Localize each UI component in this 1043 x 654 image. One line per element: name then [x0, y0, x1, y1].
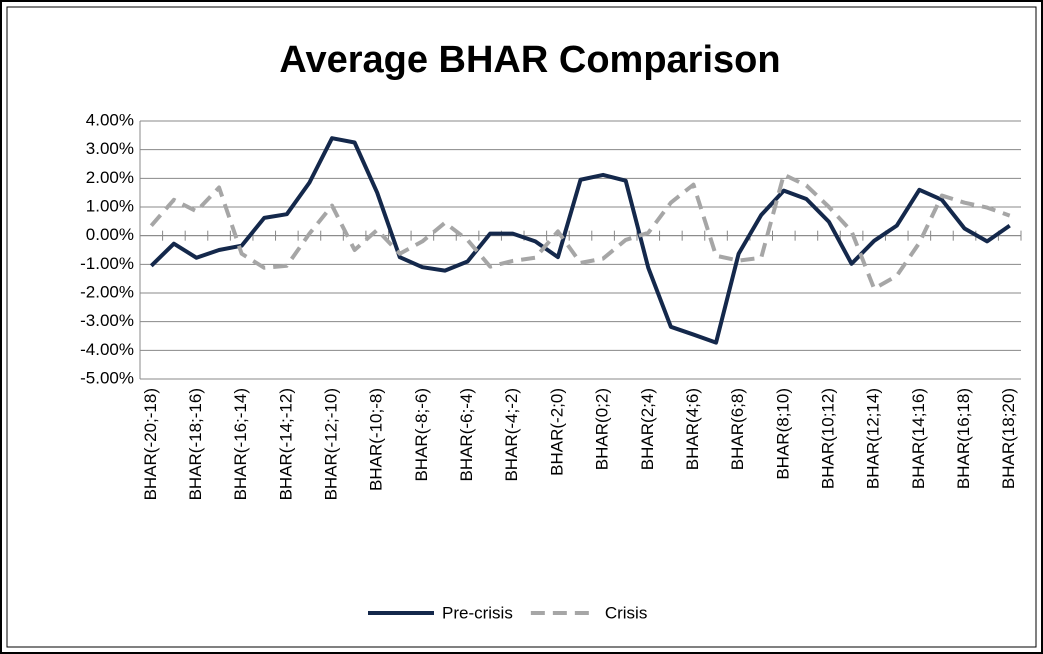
y-tick-label: 1.00%: [86, 196, 134, 215]
y-tick-label: -5.00%: [80, 368, 134, 387]
legend-label: Pre-crisis: [442, 603, 513, 622]
y-tick-label: -4.00%: [80, 340, 134, 359]
series-line: [149, 136, 1011, 345]
x-tick-label: BHAR(4;6): [683, 388, 702, 470]
y-tick-label: 2.00%: [86, 168, 134, 187]
x-tick-label: BHAR(-12;-10): [321, 388, 340, 500]
y-tick-label: -3.00%: [80, 311, 134, 330]
y-tick-label: -1.00%: [80, 254, 134, 273]
x-tick-label: BHAR(10;12): [818, 388, 837, 489]
x-tick-label: BHAR(-20;-18): [141, 388, 160, 500]
x-tick-label: BHAR(18;20): [999, 388, 1018, 489]
x-tick-label: BHAR(-8;-6): [412, 388, 431, 482]
x-tick-label: BHAR(-6;-4): [457, 388, 476, 482]
x-tick-label: BHAR(14;16): [909, 388, 928, 489]
x-tick-label: BHAR(-4;-2): [502, 388, 521, 482]
legend-label: Crisis: [605, 603, 648, 622]
series-line: [149, 172, 1011, 291]
x-tick-label: BHAR(-18;-16): [186, 388, 205, 500]
y-tick-label: 0.00%: [86, 225, 134, 244]
x-tick-label: BHAR(2;4): [638, 388, 657, 470]
x-tick-label: BHAR(16;18): [954, 388, 973, 489]
x-tick-label: BHAR(6;8): [728, 388, 747, 470]
chart-frame: [6, 6, 1037, 648]
x-tick-label: BHAR(8;10): [773, 388, 792, 480]
y-tick-label: 3.00%: [86, 139, 134, 158]
x-tick-label: BHAR(0;2): [593, 388, 612, 470]
y-tick-label: -2.00%: [80, 282, 134, 301]
x-tick-label: BHAR(-2;0): [547, 388, 566, 476]
x-tick-label: BHAR(-16;-14): [231, 388, 250, 500]
x-tick-label: BHAR(12;14): [864, 388, 883, 489]
x-tick-label: BHAR(-14;-12): [276, 388, 295, 500]
y-tick-label: 4.00%: [86, 110, 134, 129]
chart-title: Average BHAR Comparison: [279, 39, 780, 81]
x-tick-label: BHAR(-10;-8): [367, 388, 386, 491]
